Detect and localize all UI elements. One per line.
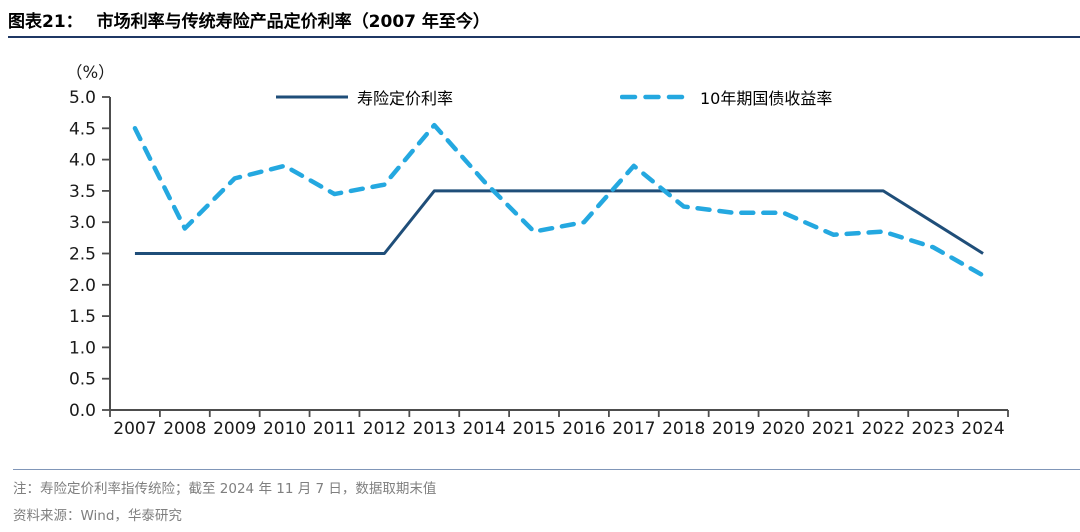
- x-axis-tick-label: 2013: [413, 419, 456, 439]
- figure-header: 图表21： 市场利率与传统寿险产品定价利率（2007 年至今）: [8, 7, 1072, 32]
- x-axis-tick-label: 2019: [712, 419, 755, 439]
- x-axis-tick-label: 2009: [213, 419, 256, 439]
- x-axis-tick-label: 2011: [313, 419, 356, 439]
- y-axis-tick-label: 3.5: [69, 182, 96, 202]
- y-axis-unit-label: （%）: [66, 63, 115, 82]
- x-axis-tick-label: 2020: [762, 419, 805, 439]
- title-underline: [8, 36, 1080, 38]
- footer-divider: [13, 469, 1080, 470]
- x-axis-tick-label: 2010: [263, 419, 306, 439]
- x-axis-tick-label: 2014: [463, 419, 506, 439]
- x-axis-tick-label: 2024: [961, 419, 1004, 439]
- x-axis-tick-label: 2008: [163, 419, 206, 439]
- figure-title: 市场利率与传统寿险产品定价利率（2007 年至今）: [96, 12, 490, 32]
- figure-label: 图表21：: [8, 12, 83, 32]
- y-axis-tick-label: 4.5: [69, 119, 96, 139]
- chart-canvas: （%） 0.0 0.5 1.0 1.5 2.0 2.5 3.0 3.5 4.0 4.5 5.0 2007…: [66, 63, 1009, 439]
- x-axis-tick-label: 2022: [862, 419, 905, 439]
- figure-note: 注：寿险定价利率指传统险；截至 2024 年 11 月 7 日，数据取期末值: [13, 481, 437, 497]
- x-axis-tick-label: 2021: [812, 419, 855, 439]
- x-axis-tick-label: 2017: [612, 419, 655, 439]
- x-axis-tick-label: 2007: [113, 419, 156, 439]
- chart-area: （%） 0.0 0.5 1.0 1.5 2.0 2.5 3.0 3.5 4.0 4.5 5.0 2007…: [0, 55, 1080, 455]
- y-axis-tick-label: 5.0: [69, 88, 96, 108]
- y-axis-tick-label: 2.5: [69, 245, 96, 265]
- y-axis-tick-label: 3.0: [69, 213, 96, 233]
- y-axis-tick-label: 0.0: [69, 401, 96, 421]
- x-axis-tick-label: 2016: [562, 419, 605, 439]
- x-axis-tick-label: 2023: [912, 419, 955, 439]
- x-axis-tick-label: 2015: [512, 419, 555, 439]
- y-axis-tick-label: 2.0: [69, 276, 96, 296]
- y-axis-tick-label: 4.0: [69, 151, 96, 171]
- series-line-0: [134, 189, 984, 255]
- y-axis-tick-label: 1.5: [69, 307, 96, 327]
- figure-source: 资料来源：Wind，华泰研究: [13, 508, 182, 524]
- y-axis-tick-label: 0.5: [69, 370, 96, 390]
- y-axis-tick-label: 1.0: [69, 338, 96, 358]
- x-axis-tick-label: 2012: [363, 419, 406, 439]
- x-axis-tick-label: 2018: [662, 419, 705, 439]
- series-line-1: [132, 122, 986, 278]
